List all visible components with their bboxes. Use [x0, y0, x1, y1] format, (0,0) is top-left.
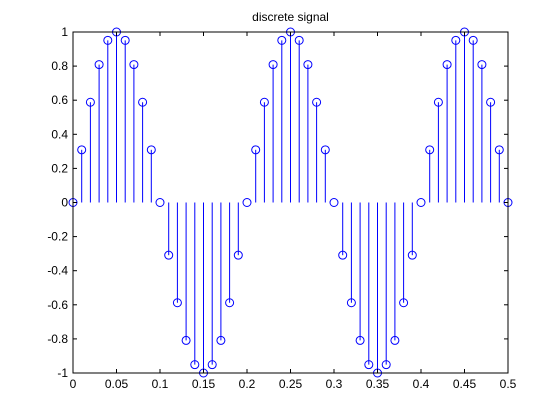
stem-marker: [442, 60, 452, 70]
y-tick-label: 0.6: [51, 93, 68, 107]
y-tick-label: -0.8: [47, 332, 68, 346]
x-axis: 0 0.05 0.1 0.15 0.2 0.25 0.3 0.35 0.4 0.45 0.5: [70, 32, 517, 391]
stem-marker: [251, 145, 261, 155]
stem-marker: [416, 198, 426, 207]
stem-marker: [477, 60, 487, 70]
stem-marker: [407, 250, 417, 260]
stem-marker: [494, 145, 504, 155]
stem-marker: [312, 97, 322, 107]
x-tick-label: 0.2: [239, 377, 256, 391]
stem-marker: [172, 298, 182, 308]
y-tick-label: 0.2: [51, 161, 68, 175]
stem-marker: [390, 335, 400, 345]
y-tick-label: -1: [57, 366, 68, 380]
stem-marker: [181, 335, 191, 345]
stem-marker: [216, 335, 226, 345]
stem-marker: [164, 250, 174, 260]
x-tick-label: 0.4: [413, 377, 430, 391]
stem-marker: [346, 298, 356, 308]
x-tick-label: 0.5: [500, 377, 517, 391]
stem-marker: [138, 97, 148, 107]
x-tick-label: 0.25: [279, 377, 303, 391]
stem-marker: [233, 250, 243, 260]
y-tick-label: -0.2: [47, 230, 68, 244]
y-tick-label: 0.8: [51, 59, 68, 73]
y-axis: -1 -0.8 -0.6 -0.4 -0.2 0 0.2 0.4 0.6 0.8 1: [47, 25, 508, 380]
stem-marker: [338, 250, 348, 260]
stem-marker: [77, 145, 87, 155]
stem-marker: [303, 60, 313, 70]
stem-marker: [190, 360, 200, 370]
stem-marker: [85, 97, 95, 107]
stem-marker: [259, 97, 269, 107]
stems-layer: [81, 32, 500, 373]
y-tick-label: 0: [61, 196, 68, 210]
markers-layer: [68, 27, 513, 378]
stem-marker: [94, 60, 104, 70]
stem-marker: [155, 198, 165, 207]
stem-marker: [399, 298, 409, 308]
chart-title: discrete signal: [252, 10, 329, 24]
stem-marker: [120, 35, 130, 45]
x-tick-label: 0.15: [192, 377, 216, 391]
stem-marker: [468, 35, 478, 45]
x-tick-label: 0.05: [105, 377, 129, 391]
stem-marker: [146, 145, 156, 155]
y-tick-label: -0.4: [47, 264, 68, 278]
stem-marker: [425, 145, 435, 155]
y-tick-label: -0.6: [47, 298, 68, 312]
stem-marker: [207, 360, 217, 370]
stem-marker: [364, 360, 374, 370]
stem-marker: [294, 35, 304, 45]
stem-marker: [225, 298, 235, 308]
stem-marker: [103, 35, 113, 45]
stem-marker: [486, 97, 496, 107]
stem-marker: [329, 198, 339, 207]
x-tick-label: 0.35: [366, 377, 390, 391]
stem-marker: [451, 35, 461, 45]
x-tick-label: 0.1: [152, 377, 169, 391]
stem-marker: [268, 60, 278, 70]
x-tick-label: 0.3: [326, 377, 343, 391]
stem-marker: [381, 360, 391, 370]
stem-marker: [242, 198, 252, 207]
y-tick-label: 1: [61, 25, 68, 39]
stem-marker: [320, 145, 330, 155]
y-tick-label: 0.4: [51, 127, 68, 141]
stem-marker: [433, 97, 443, 107]
stem-marker: [129, 60, 139, 70]
stem-marker: [355, 335, 365, 345]
stem-marker: [277, 35, 287, 45]
x-tick-label: 0: [70, 377, 77, 391]
x-tick-label: 0.45: [453, 377, 477, 391]
